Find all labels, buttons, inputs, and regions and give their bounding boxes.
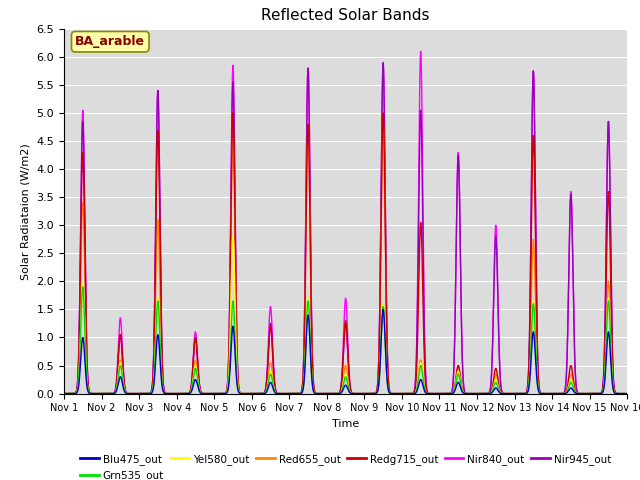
Yel580_out [229, 234, 237, 240]
Line: Nir840_out: Nir840_out [64, 51, 627, 394]
Nir840_out [472, 391, 479, 396]
Nir840_out [623, 391, 631, 396]
Line: Redg715_out: Redg715_out [64, 113, 627, 394]
Nir945_out [252, 391, 259, 396]
Nir840_out [488, 369, 495, 374]
Nir945_out [623, 391, 631, 396]
Line: Grn535_out: Grn535_out [64, 287, 627, 394]
Blu475_out [380, 307, 387, 312]
Grn535_out [623, 391, 631, 396]
Nir945_out [380, 60, 387, 65]
Line: Nir945_out: Nir945_out [64, 62, 627, 394]
Red655_out [252, 391, 259, 396]
Redg715_out [600, 377, 607, 383]
Nir945_out [98, 391, 106, 396]
Grn535_out [473, 391, 481, 396]
Nir840_out [417, 48, 424, 54]
Red655_out [488, 388, 495, 394]
Grn535_out [79, 284, 86, 290]
Text: BA_arable: BA_arable [76, 35, 145, 48]
Line: Yel580_out: Yel580_out [64, 237, 627, 394]
Grn535_out [593, 391, 600, 396]
X-axis label: Time: Time [332, 419, 359, 429]
Red655_out [593, 391, 600, 396]
Yel580_out [473, 391, 481, 396]
Red655_out [623, 391, 631, 396]
Nir945_out [327, 391, 335, 396]
Blu475_out [252, 391, 259, 396]
Blu475_out [488, 390, 495, 396]
Red655_out [473, 391, 481, 396]
Nir840_out [252, 391, 259, 396]
Blu475_out [623, 391, 631, 396]
Red655_out [326, 391, 334, 396]
Nir840_out [326, 391, 334, 396]
Blu475_out [60, 391, 68, 396]
Title: Reflected Solar Bands: Reflected Solar Bands [261, 9, 430, 24]
Legend: Blu475_out, Grn535_out, Yel580_out, Red655_out, Redg715_out, Nir840_out, Nir945_: Blu475_out, Grn535_out, Yel580_out, Red6… [76, 450, 616, 480]
Blu475_out [326, 391, 334, 396]
Blu475_out [600, 386, 607, 392]
Y-axis label: Solar Radiataion (W/m2): Solar Radiataion (W/m2) [21, 143, 31, 279]
Nir945_out [472, 391, 479, 396]
Red655_out [600, 383, 607, 389]
Nir945_out [600, 372, 607, 378]
Grn535_out [60, 391, 68, 396]
Yel580_out [472, 391, 479, 396]
Nir945_out [488, 369, 495, 374]
Grn535_out [252, 391, 259, 396]
Yel580_out [60, 391, 68, 396]
Redg715_out [593, 391, 600, 396]
Redg715_out [252, 391, 259, 396]
Redg715_out [472, 391, 479, 396]
Grn535_out [488, 389, 495, 395]
Redg715_out [60, 391, 68, 396]
Red655_out [472, 391, 479, 396]
Nir840_out [60, 391, 68, 396]
Blu475_out [593, 391, 600, 396]
Nir945_out [593, 391, 600, 396]
Grn535_out [327, 391, 335, 396]
Nir945_out [60, 391, 68, 396]
Redg715_out [623, 391, 631, 396]
Redg715_out [327, 391, 335, 396]
Red655_out [380, 121, 387, 127]
Redg715_out [488, 387, 495, 393]
Blu475_out [473, 391, 481, 396]
Blu475_out [472, 391, 479, 396]
Line: Blu475_out: Blu475_out [64, 310, 627, 394]
Nir840_out [593, 391, 600, 396]
Yel580_out [593, 391, 600, 396]
Redg715_out [473, 391, 481, 396]
Yel580_out [252, 391, 259, 396]
Red655_out [60, 391, 68, 396]
Yel580_out [600, 384, 607, 390]
Grn535_out [472, 391, 479, 396]
Yel580_out [327, 391, 335, 396]
Line: Red655_out: Red655_out [64, 124, 627, 394]
Yel580_out [623, 391, 631, 396]
Redg715_out [229, 110, 237, 116]
Nir840_out [600, 373, 607, 379]
Yel580_out [488, 389, 495, 395]
Grn535_out [600, 384, 607, 390]
